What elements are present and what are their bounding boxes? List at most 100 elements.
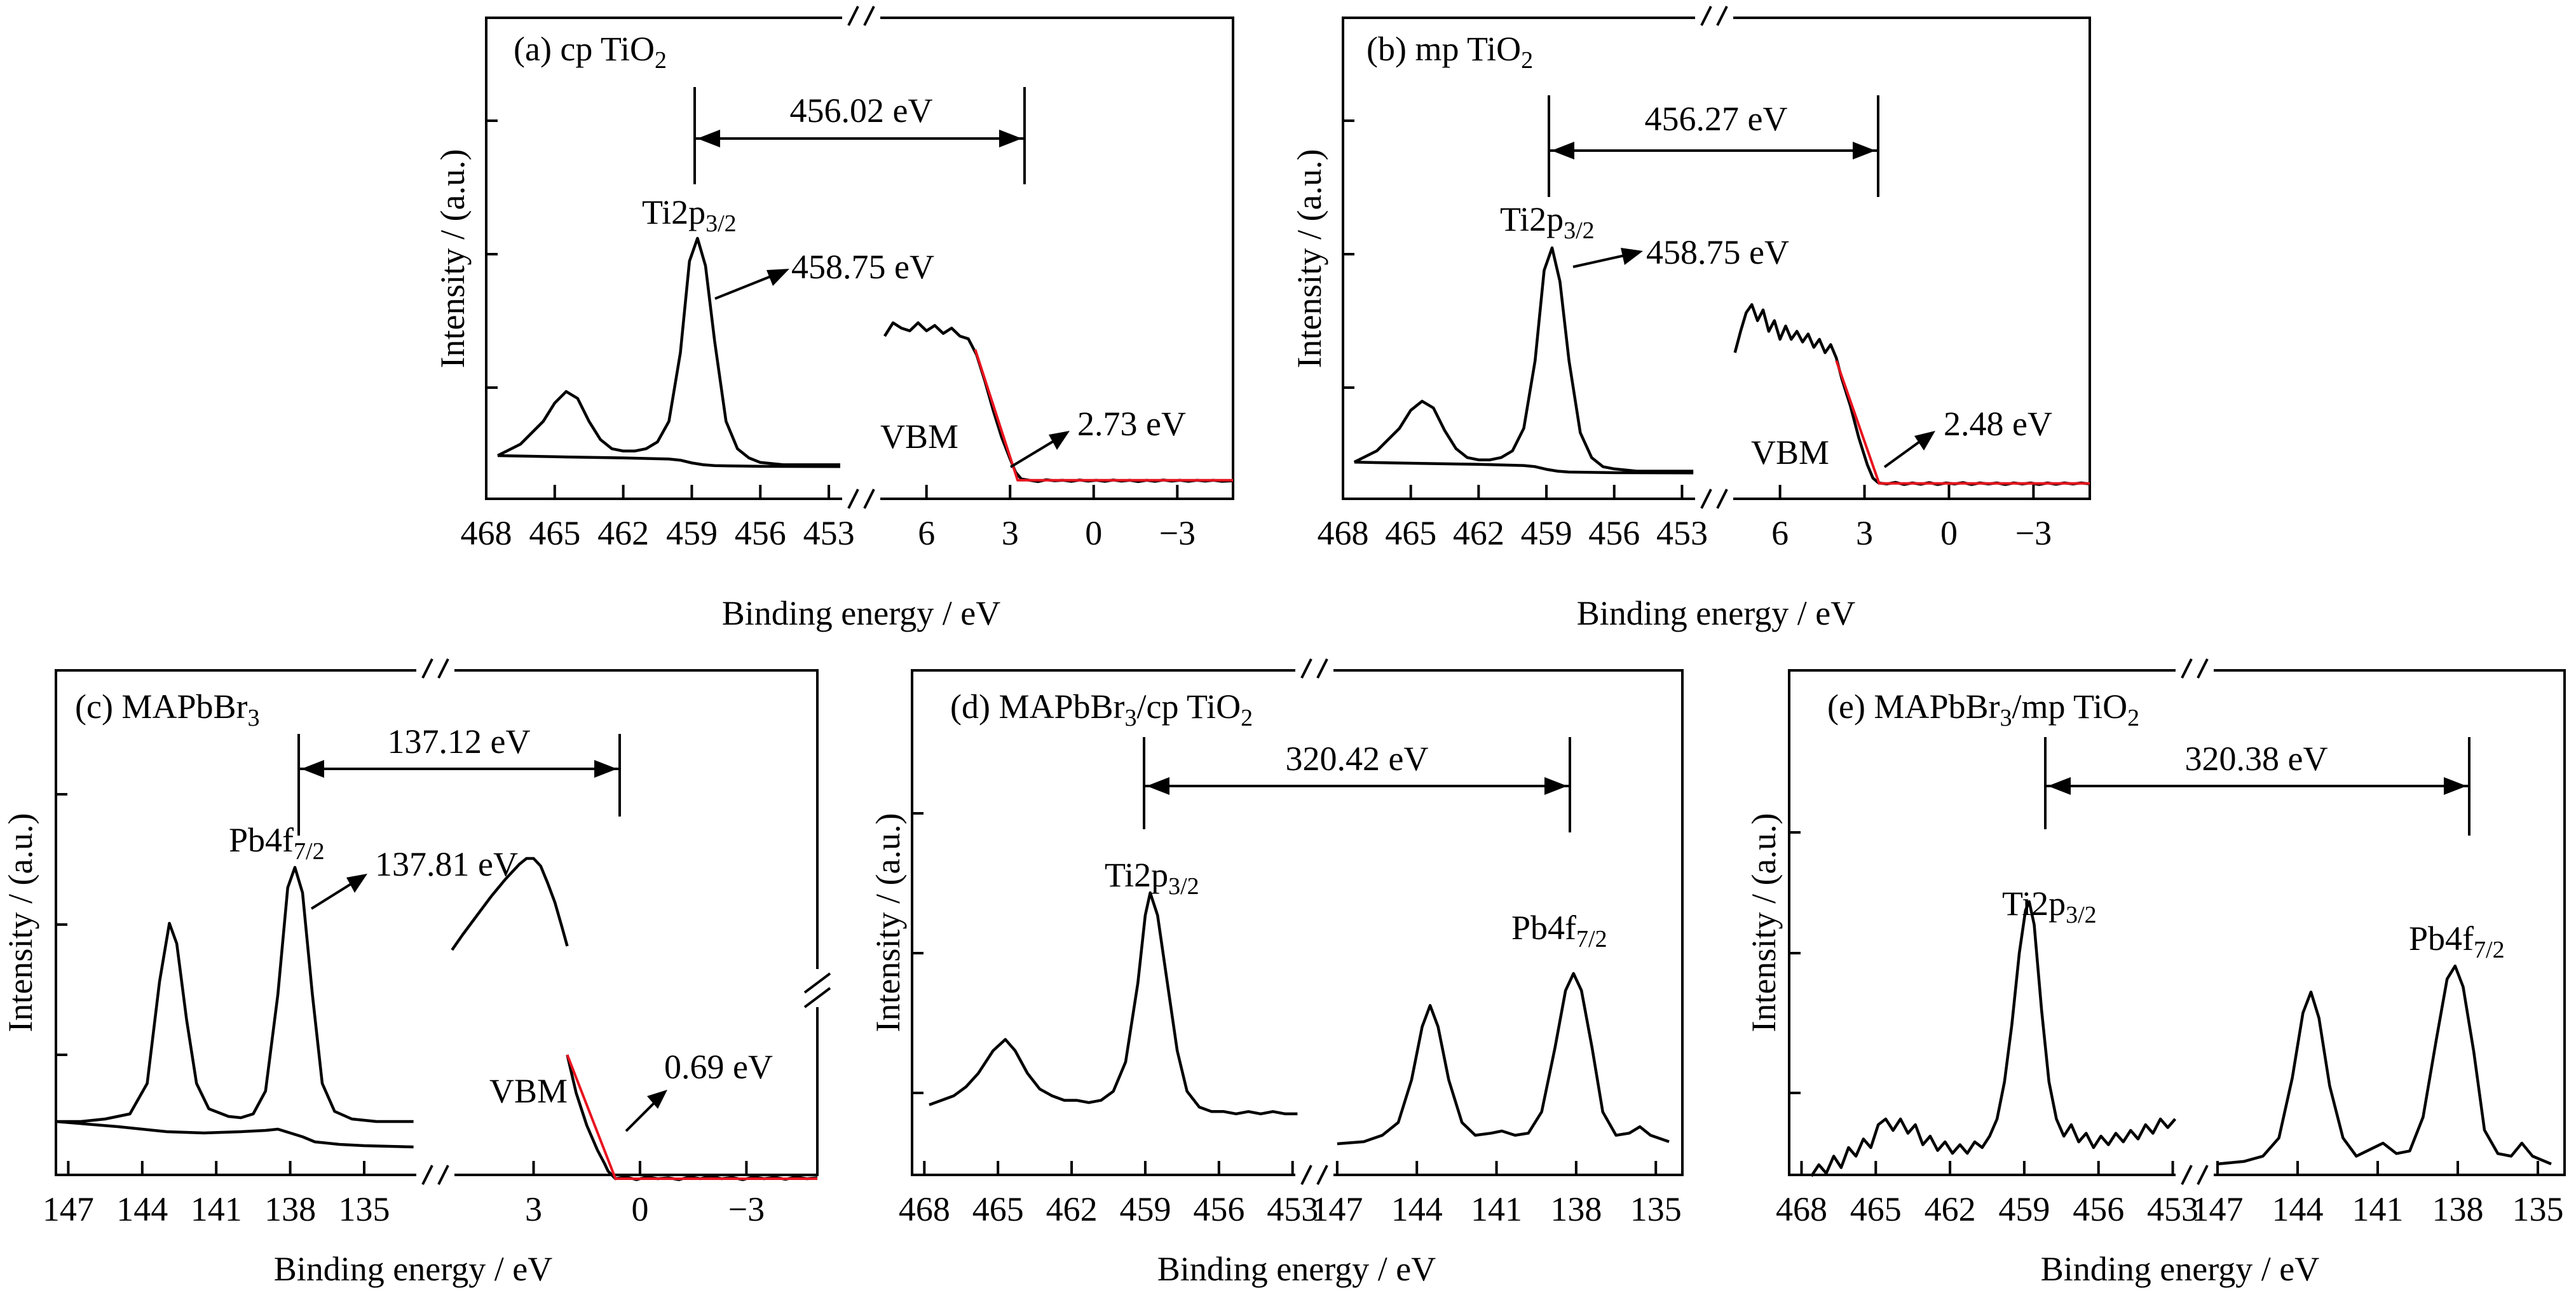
panel-e-axis-right: 147 144 141 138 135 (2192, 1161, 2564, 1228)
x-tick-label: 147 (2192, 1190, 2244, 1228)
axis-break-mark (1700, 489, 1712, 509)
vbm-arrow (625, 1098, 659, 1132)
panel-c: 147 144 141 138 135 3 0 −3 (c) MAPbBr3 Intensi… (1, 658, 831, 1288)
x-tick-label: 468 (1776, 1190, 1827, 1228)
x-tick-label: 3 (525, 1190, 542, 1228)
panel-a-title: (a) cp TiO2 (514, 30, 667, 74)
panel-b-peak-value: 458.75 eV (1646, 233, 1789, 271)
x-tick-label: 459 (666, 514, 718, 552)
axis-break-mark (847, 6, 859, 26)
panel-e-axis-left: 468 465 462 459 456 453 (1776, 831, 2198, 1228)
axis-break-mark (2181, 1165, 2193, 1185)
panel-d-xlabel: Binding energy / eV (1157, 1250, 1436, 1288)
x-tick-label: 459 (1521, 514, 1572, 552)
panel-c-delta-label: 137.12 eV (388, 722, 531, 761)
panel-a-ylabel: Intensity / (a.u.) (433, 149, 472, 369)
arrowhead (767, 269, 789, 286)
panel-b-axis-right: 6 3 0 −3 (1771, 485, 2052, 552)
panel-e-spectra (1810, 900, 2552, 1177)
panel-c-spectra (55, 857, 818, 1181)
spectrum-series-2 (883, 321, 1234, 484)
panel-a-vbm-value: 2.73 eV (1077, 405, 1186, 443)
panel-d-peak-label-2: Pb4f7/2 (1511, 909, 1607, 953)
x-tick-label: 456 (2073, 1190, 2124, 1228)
arrowhead (1853, 142, 1876, 159)
arrowhead (1551, 142, 1574, 159)
x-tick-label: 141 (2352, 1190, 2404, 1228)
x-tick-label: 0 (631, 1190, 648, 1228)
peak-arrow (714, 272, 779, 300)
panel-d-peak-label: Ti2p3/2 (1105, 856, 1199, 900)
x-tick-label: 141 (191, 1190, 242, 1228)
x-tick-label: 465 (972, 1190, 1024, 1228)
axis-break-mark (863, 489, 875, 509)
arrowhead (999, 130, 1022, 147)
x-tick-label: 453 (803, 514, 855, 552)
x-tick-label: 468 (899, 1190, 950, 1228)
spectrum-series-1 (497, 454, 841, 468)
arrowhead (647, 1090, 667, 1109)
panel-b-spectra (1353, 246, 2090, 486)
x-tick-label: 456 (1193, 1190, 1244, 1228)
axis-break-mark (1716, 6, 1728, 26)
panel-a-delta-label: 456.02 eV (790, 92, 933, 130)
axis-break-mark (803, 972, 831, 994)
peak-arrow (310, 879, 358, 910)
panel-b-vbm-label: VBM (1751, 433, 1829, 471)
axis-break-mark (1300, 658, 1312, 679)
arrowhead (697, 130, 720, 147)
panel-b-peak-label: Ti2p3/2 (1500, 200, 1595, 244)
spectrum-series-0 (1353, 246, 1694, 473)
arrowhead (1544, 777, 1567, 795)
panel-c-vbm-label: VBM (489, 1072, 568, 1110)
panel-b-title: (b) mp TiO2 (1366, 30, 1533, 74)
x-tick-label: 144 (116, 1190, 168, 1228)
axis-break-mark (2197, 658, 2209, 679)
spectrum-series-3 (1835, 360, 2090, 485)
panel-c-vbm-value: 0.69 eV (664, 1048, 773, 1086)
panel-b-delta-label: 456.27 eV (1645, 100, 1788, 138)
panel-a-peak-label: Ti2p3/2 (642, 193, 737, 237)
arrowhead (594, 760, 617, 778)
panel-a: 468 465 462 459 456 453 6 3 0 −3 (a) cp TiO2 Int… (433, 6, 1234, 632)
spectrum-series-1 (55, 1120, 414, 1149)
x-tick-label: 135 (339, 1190, 390, 1228)
spectrum-series-4 (566, 1054, 817, 1180)
axis-break-mark (847, 489, 859, 509)
x-tick-label: 465 (1850, 1190, 1902, 1228)
panel-a-axis-left: 468 465 462 459 456 453 (461, 119, 855, 552)
panel-a-spectra (496, 236, 1234, 484)
spectrum-series-1 (1337, 972, 1670, 1146)
x-tick-label: 138 (264, 1190, 316, 1228)
axis-break-mark (421, 1165, 433, 1185)
spectrum-series-0 (56, 865, 414, 1123)
axis-break-mark (1316, 1165, 1328, 1185)
axis-break-mark (1300, 1165, 1312, 1185)
x-tick-label: 0 (1940, 514, 1958, 552)
panel-e-delta-label: 320.38 eV (2185, 740, 2328, 778)
panel-b-xlabel: Binding energy / eV (1577, 594, 1855, 632)
spectrum-series-2 (451, 857, 569, 951)
x-tick-label: 459 (1998, 1190, 2050, 1228)
x-tick-label: 135 (1630, 1190, 1682, 1228)
panel-b-axis-left: 468 465 462 459 456 453 (1318, 119, 1708, 552)
panel-c-axis-right: 3 0 −3 (525, 1161, 765, 1228)
x-tick-label: 138 (2432, 1190, 2484, 1228)
x-tick-label: 138 (1550, 1190, 1602, 1228)
arrowhead (1049, 431, 1070, 450)
panel-d-title: (d) MAPbBr3/cp TiO2 (950, 688, 1253, 731)
arrowhead (1147, 777, 1169, 795)
x-tick-label: 144 (2272, 1190, 2324, 1228)
x-tick-label: 459 (1119, 1190, 1171, 1228)
x-tick-label: 453 (1656, 514, 1708, 552)
axis-break-mark (1700, 6, 1712, 26)
x-tick-label: 3 (1856, 514, 1873, 552)
axis-break-mark (2181, 658, 2193, 679)
x-tick-label: 465 (1385, 514, 1436, 552)
arrowhead (2048, 777, 2071, 795)
axis-break-mark (2197, 1165, 2209, 1185)
vbm-arrow (1009, 436, 1061, 468)
axis-break-mark (803, 987, 831, 1008)
axis-break-mark (437, 658, 449, 679)
